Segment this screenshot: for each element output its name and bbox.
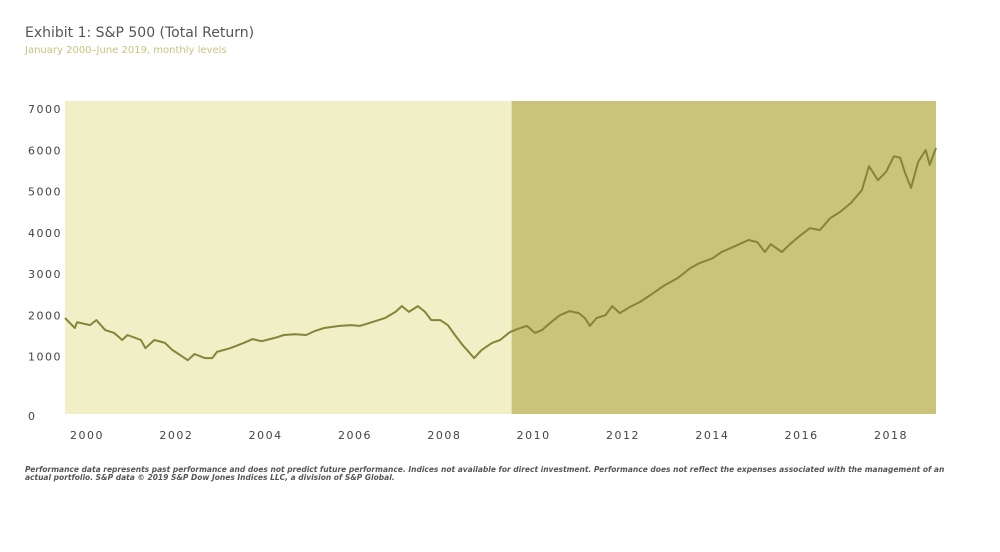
footnote-box: Performance data represents past perform… [25,466,945,482]
chart-title: Exhibit 1: S&P 500 (Total Return) [25,25,254,41]
x-tick-label: 2010 [517,429,551,442]
chart-subtitle: January 2000–June 2019, monthly levels [24,45,227,56]
y-tick-label: 0 [28,410,37,423]
y-tick-label: 4000 [28,227,62,240]
x-tick-label: 2006 [338,429,372,442]
x-tick-label: 2008 [427,429,461,442]
y-tick-label: 5000 [28,186,62,199]
x-tick-label: 2016 [785,429,819,442]
y-tick-label: 3000 [28,268,62,281]
x-tick-label: 2004 [249,429,283,442]
y-tick-label: 6000 [28,144,62,157]
x-tick-label: 2002 [159,429,193,442]
x-tick-label: 2014 [695,429,729,442]
footnote: Performance data represents past perform… [25,466,945,482]
highlight-region [511,101,936,414]
y-tick-label: 7000 [28,103,62,116]
y-tick-label: 2000 [28,309,62,322]
x-tick-label: 2018 [874,429,908,442]
y-tick-label: 1000 [28,351,62,364]
x-tick-label: 2012 [606,429,640,442]
x-tick-label: 2000 [70,429,104,442]
line-series [64,147,937,362]
